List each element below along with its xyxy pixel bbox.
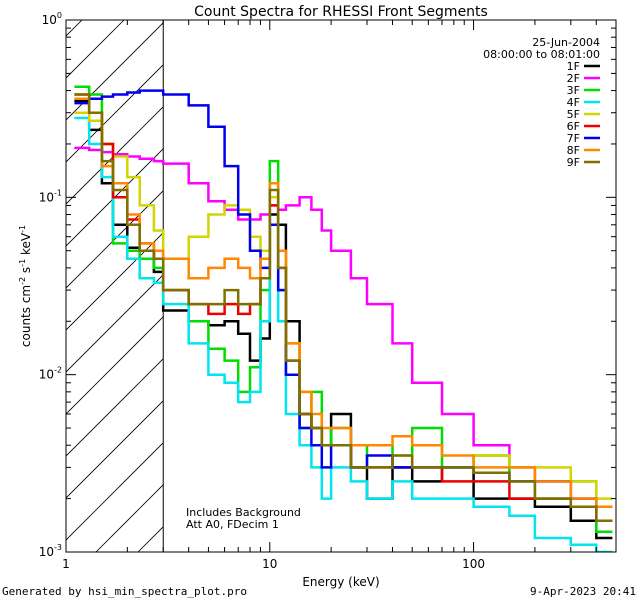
hatch-line [66, 22, 164, 121]
hatch-line [66, 274, 164, 373]
hatch-line [137, 526, 164, 552]
series-2F [74, 146, 613, 523]
series-4F [74, 116, 613, 552]
y-label-exp: -1 [18, 225, 27, 233]
hatch-line [66, 400, 164, 499]
legend-time-range: 08:00:00 to 08:01:00 [483, 48, 600, 61]
y-axis-label: counts cm-2 s-1 keV-1 [18, 225, 33, 347]
y-label-part: counts cm [19, 285, 33, 347]
x-axis-label: Energy (keV) [302, 575, 379, 589]
x-tick-label: 10 [262, 557, 277, 571]
hatch-line [66, 20, 83, 37]
y-tick-base: 10 [39, 190, 54, 204]
legend-label-6F: 6F [567, 120, 580, 133]
hatch-line [66, 316, 164, 415]
hatch-line [66, 148, 164, 247]
series-9F [74, 93, 613, 523]
y-tick-exp: -1 [54, 188, 62, 197]
x-tick-label: 1 [62, 557, 70, 571]
legend-label-9F: 9F [567, 156, 580, 169]
x-tick-labels: 1 10 100 [62, 557, 485, 571]
y-label-part: keV [19, 232, 33, 259]
legend-label-7F: 7F [567, 132, 580, 145]
annotation-attenuator: Att A0, FDecim 1 [186, 518, 279, 531]
legend-label-5F: 5F [567, 108, 580, 121]
y-tick-base: 10 [39, 368, 54, 382]
y-label-exp: -2 [18, 277, 27, 285]
hatch-line [0, 0, 68, 552]
plot-frame [65, 19, 617, 553]
annotation-background: Includes Background [186, 506, 301, 519]
y-tick-exp: -2 [54, 366, 62, 375]
background-hatch-region [0, 0, 640, 552]
hatch-line [66, 358, 164, 457]
legend-label-8F: 8F [567, 144, 580, 157]
y-label-part: s [19, 267, 33, 277]
series-5F [74, 111, 613, 500]
legend-label-2F: 2F [567, 72, 580, 85]
y-tick-exp: 0 [57, 11, 62, 20]
legend-label-3F: 3F [567, 84, 580, 97]
hatch-line [66, 232, 164, 331]
series-3F [74, 85, 613, 534]
y-tick-label: 100 [42, 11, 62, 27]
hatch-line [66, 442, 164, 541]
footer-generated-by: Generated by hsi_min_spectra_plot.pro [2, 585, 248, 598]
legend-label-4F: 4F [567, 96, 580, 109]
y-tick-label: 10-1 [39, 188, 62, 204]
hatch-line [66, 64, 164, 163]
series-1F [74, 99, 613, 540]
chart-title: Count Spectra for RHESSI Front Segments [194, 4, 488, 20]
footer-timestamp: 9-Apr-2023 20:41 [530, 585, 636, 598]
y-tick-label: 10-3 [39, 543, 62, 559]
legend-label-1F: 1F [567, 60, 580, 73]
series-group [74, 85, 613, 552]
axis-ticks [65, 19, 617, 553]
hatch-line [66, 190, 164, 289]
x-tick-label: 100 [462, 557, 485, 571]
y-tick-exp: -3 [54, 543, 62, 552]
y-tick-base: 10 [39, 545, 54, 559]
y-label-exp: -1 [18, 259, 27, 267]
y-tick-base: 10 [42, 13, 57, 27]
legend-date: 25-Jun-2004 [532, 36, 600, 49]
hatch-line [264, 0, 640, 552]
y-tick-label: 10-2 [39, 366, 62, 382]
